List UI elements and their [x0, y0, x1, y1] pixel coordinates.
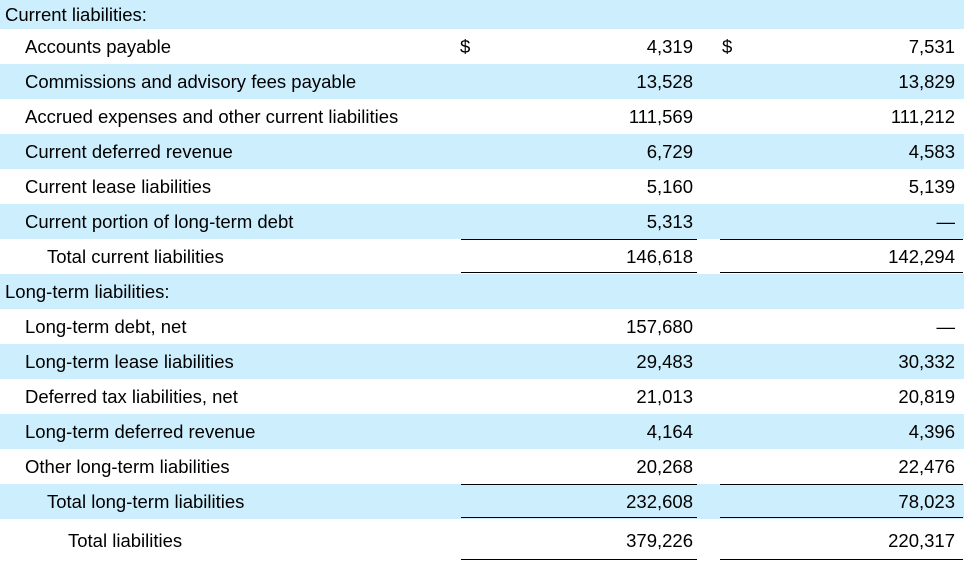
currency-symbol: $ — [722, 35, 733, 57]
table-row: Long-term deferred revenue 4,164 4,396 — [0, 414, 964, 449]
amount: 78,023 — [898, 490, 955, 512]
row-label: Deferred tax liabilities, net — [25, 385, 238, 407]
amount: 4,164 — [646, 420, 693, 442]
amount: 5,160 — [646, 175, 693, 197]
amount: 21,013 — [636, 385, 693, 407]
amount: 5,313 — [646, 210, 693, 232]
amount: 142,294 — [888, 245, 955, 267]
table-row: Accrued expenses and other current liabi… — [0, 99, 964, 134]
table-row: Accounts payable 4,319 7,531 $ $ — [0, 29, 964, 64]
amount: 4,583 — [908, 140, 955, 162]
amount: — — [936, 315, 956, 337]
row-label: Current portion of long-term debt — [25, 210, 294, 232]
table-row: Commissions and advisory fees payable 13,… — [0, 64, 964, 99]
row-label: Total liabilities — [68, 529, 183, 551]
table-row: Current lease liabilities 5,160 5,139 — [0, 169, 964, 204]
amount: 146,618 — [626, 245, 693, 267]
amount: 22,476 — [898, 455, 955, 477]
row-label: Current deferred revenue — [25, 140, 233, 162]
amount: 111,212 — [890, 105, 955, 127]
amount: 20,819 — [898, 385, 955, 407]
amount: 13,528 — [636, 70, 693, 92]
table-row: Long-term lease liabilities 29,483 30,332 — [0, 344, 964, 379]
amount: 157,680 — [626, 315, 693, 337]
amount: — — [936, 210, 956, 232]
table-row: Current deferred revenue 6,729 4,583 — [0, 134, 964, 169]
rule-line — [461, 239, 697, 240]
amount: 111,569 — [628, 105, 693, 127]
rule-line — [720, 517, 963, 518]
section-header: Current liabilities: — [0, 0, 964, 29]
section-title: Long-term liabilities: — [5, 280, 170, 302]
row-label: Long-term deferred revenue — [25, 420, 256, 442]
row-label: Total current liabilities — [47, 245, 224, 267]
row-label: Accrued expenses and other current liabi… — [25, 105, 399, 127]
table-row: Deferred tax liabilities, net 21,013 20,81… — [0, 379, 964, 414]
row-label: Current lease liabilities — [25, 175, 212, 197]
row-label: Long-term lease liabilities — [25, 350, 234, 372]
row-label: Long-term debt, net — [25, 315, 187, 337]
amount: 29,483 — [636, 350, 693, 372]
table-row: Total long-term liabilities 232,608 78,023 — [0, 484, 964, 519]
amount: 379,226 — [626, 529, 693, 551]
table-row: Total current liabilities 146,618 142,294 — [0, 239, 964, 274]
amount: 232,608 — [626, 490, 693, 512]
amount: 6,729 — [646, 140, 693, 162]
table-row: Total liabilities 379,226 220,317 — [0, 519, 964, 562]
table-row: Current portion of long-term debt 5,313 — — [0, 204, 964, 239]
table-row: Long-term debt, net 157,680 — — [0, 309, 964, 344]
table-row: Other long-term liabilities 20,268 22,476 — [0, 449, 964, 484]
amount: 13,829 — [898, 70, 955, 92]
rule-line — [461, 517, 697, 518]
section-header: Long-term liabilities: — [0, 274, 964, 309]
amount: 4,396 — [908, 420, 955, 442]
rule-line — [720, 239, 963, 240]
currency-symbol: $ — [460, 35, 471, 57]
amount: 4,319 — [646, 35, 693, 57]
amount: 30,332 — [898, 350, 955, 372]
amount: 7,531 — [908, 35, 955, 57]
row-label: Accounts payable — [25, 35, 172, 57]
amount: 20,268 — [636, 455, 693, 477]
rule-line — [461, 272, 697, 273]
rule-line — [720, 272, 963, 273]
section-title: Current liabilities: — [5, 3, 147, 25]
row-label: Commissions and advisory fees payable — [25, 70, 357, 92]
amount: 5,139 — [908, 175, 955, 197]
rule-line — [461, 559, 697, 560]
row-label: Other long-term liabilities — [25, 455, 230, 477]
rule-line — [720, 559, 963, 560]
amount: 220,317 — [888, 529, 955, 551]
rule-line — [461, 484, 697, 485]
rule-line — [720, 484, 963, 485]
row-label: Total long-term liabilities — [47, 490, 245, 512]
